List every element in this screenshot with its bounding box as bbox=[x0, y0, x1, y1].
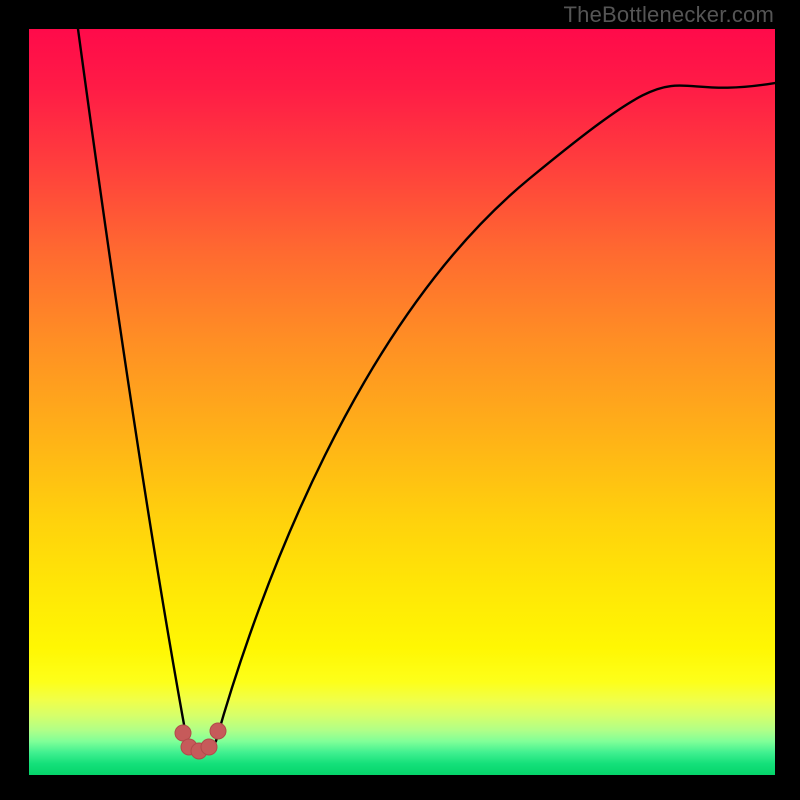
trough-marker bbox=[210, 723, 226, 739]
watermark-text: TheBottlenecker.com bbox=[564, 2, 774, 28]
plot-area bbox=[29, 29, 775, 775]
trough-markers bbox=[29, 29, 775, 775]
trough-marker bbox=[201, 739, 217, 755]
